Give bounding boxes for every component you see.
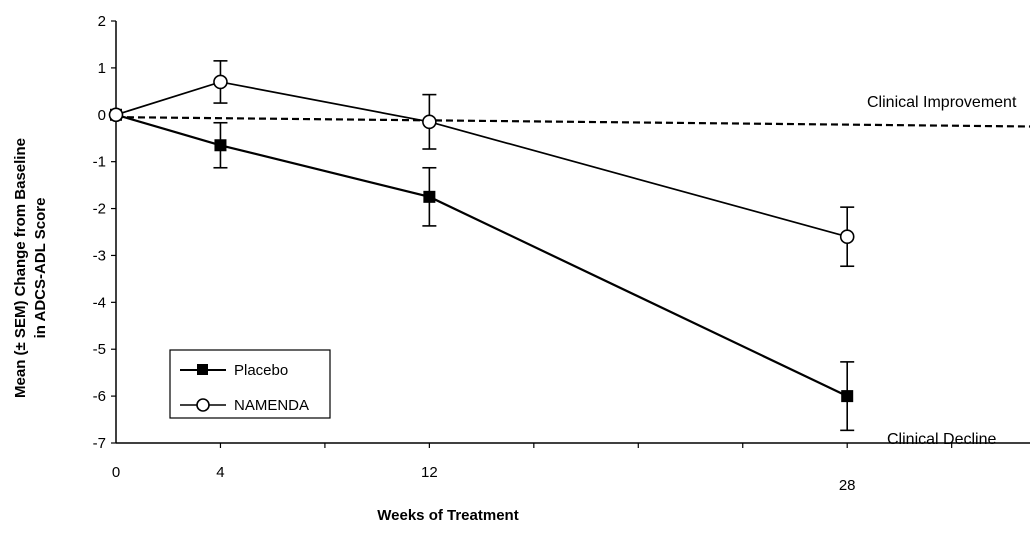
x-axis-title: Weeks of Treatment xyxy=(377,507,518,524)
x-ticks: 0 4 12 28 xyxy=(112,443,953,494)
y-tick-label: 0 xyxy=(98,107,106,124)
y-tick-label: -6 xyxy=(93,388,106,405)
series-line-namenda xyxy=(115,81,848,238)
data-point-namenda xyxy=(108,107,124,123)
x-tick-label: 0 xyxy=(112,464,120,481)
legend-marker-namenda xyxy=(196,398,210,412)
data-point-placebo xyxy=(841,390,854,403)
data-point-placebo xyxy=(214,139,227,152)
data-point-namenda xyxy=(422,114,437,130)
x-tick-label: 28 xyxy=(839,477,856,494)
y-axis-title-line2: in ADCS-ADL Score xyxy=(32,198,49,339)
y-tick-label: 1 xyxy=(98,60,106,77)
reference-line-group xyxy=(115,116,1031,128)
y-tick-label: -3 xyxy=(93,247,106,264)
axes xyxy=(115,21,1030,444)
series-group xyxy=(108,60,855,432)
legend: Placebo NAMENDA xyxy=(169,349,331,419)
reference-line xyxy=(115,116,1031,128)
x-tick-label: 4 xyxy=(216,464,224,481)
y-tick-label: -2 xyxy=(93,201,106,218)
annotation-clinical-improvement: Clinical Improvement xyxy=(867,94,1017,111)
data-point-placebo xyxy=(423,190,436,203)
y-tick-label: 2 xyxy=(98,13,106,30)
y-tick-label: -1 xyxy=(93,154,106,171)
legend-marker-placebo xyxy=(197,364,208,375)
x-tick-label: 12 xyxy=(421,464,438,481)
y-tick-label: -5 xyxy=(93,341,106,358)
data-point-namenda xyxy=(213,74,228,90)
y-ticks: 2 1 0 -1 -2 -3 -4 -5 -6 -7 xyxy=(93,13,116,452)
series-line-placebo xyxy=(115,113,848,398)
data-point-namenda xyxy=(839,229,855,244)
legend-label-placebo: Placebo xyxy=(234,362,288,379)
annotation-clinical-decline: Clinical Decline xyxy=(887,431,996,448)
y-tick-label: -7 xyxy=(93,435,106,452)
y-tick-label: -4 xyxy=(93,294,106,311)
y-axis-title-group: Mean (± SEM) Change from Baseline in ADC… xyxy=(12,138,49,398)
y-axis-title-line1: Mean (± SEM) Change from Baseline xyxy=(12,138,29,398)
legend-label-namenda: NAMENDA xyxy=(234,397,309,414)
